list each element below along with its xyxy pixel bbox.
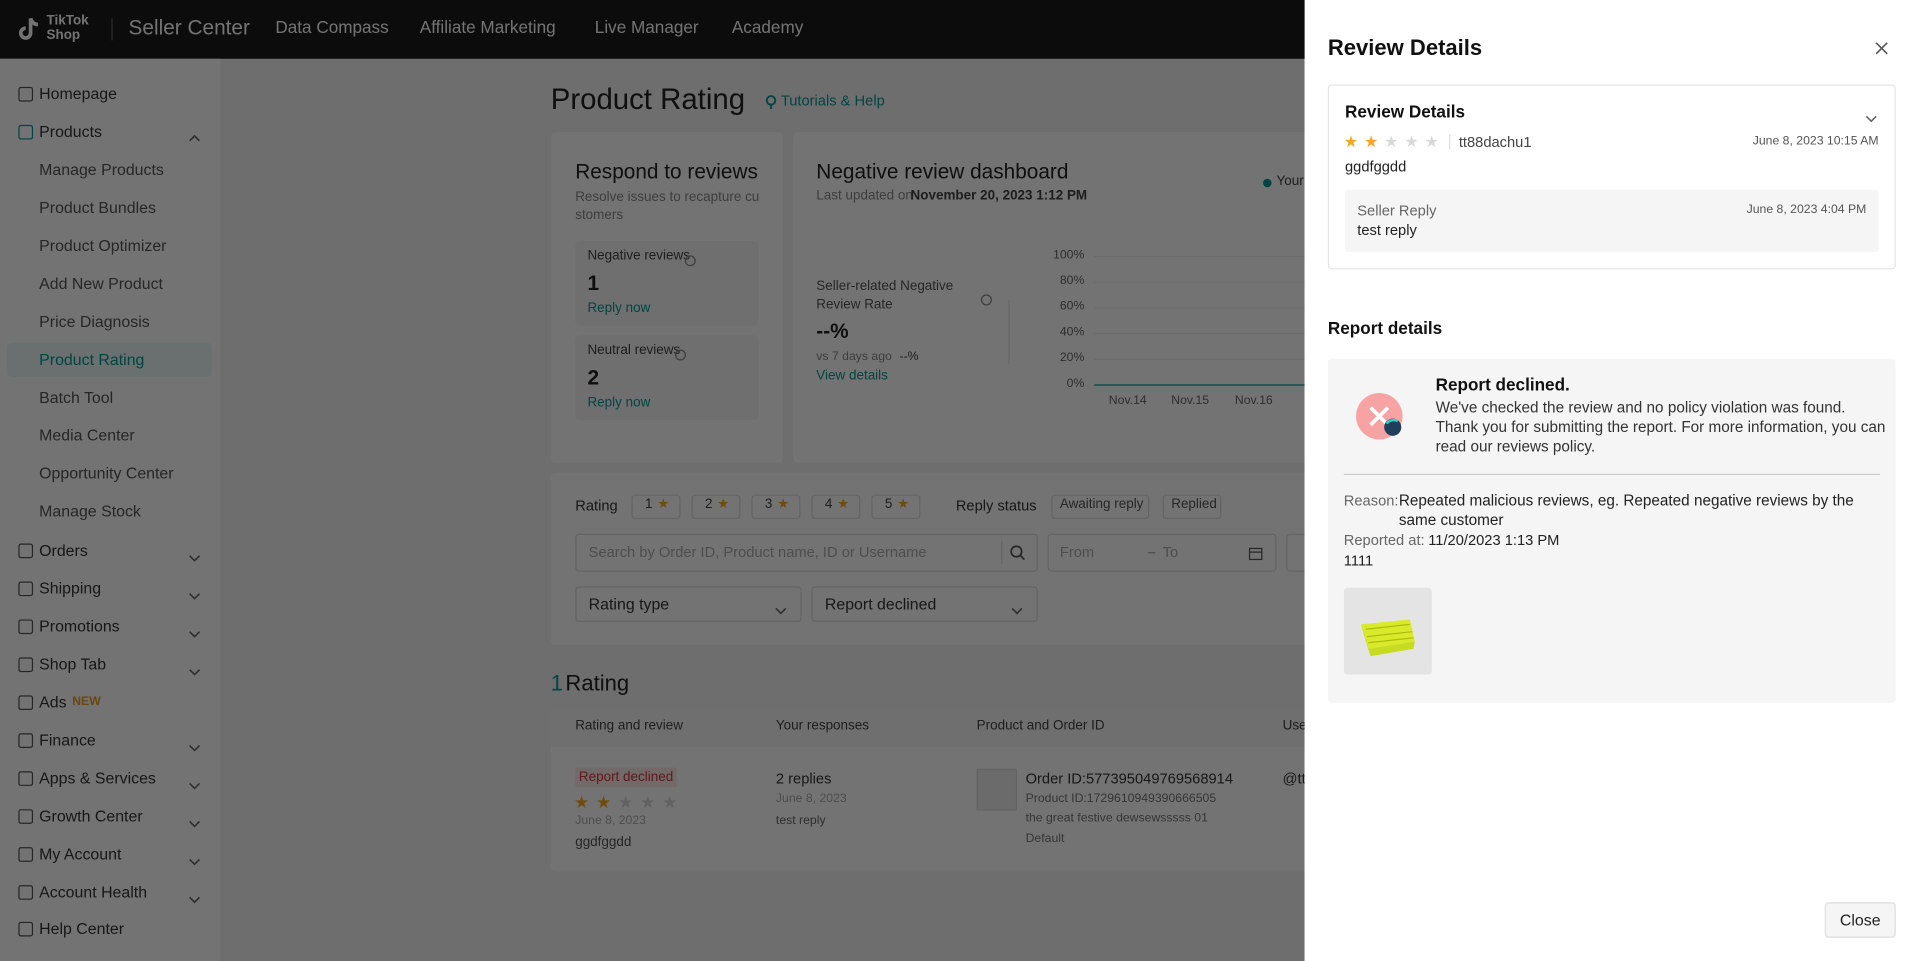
reply-box bbox=[1345, 189, 1879, 253]
reply-text: test reply bbox=[1357, 221, 1417, 239]
close-icon[interactable] bbox=[1875, 39, 1888, 55]
reason-text: Repeated malicious reviews, eg. Repeated… bbox=[1398, 492, 1854, 529]
report-image-svg bbox=[1343, 587, 1432, 675]
star: ★ bbox=[1384, 132, 1399, 151]
divider bbox=[1343, 473, 1880, 475]
reported-at-label: Reported at: bbox=[1343, 530, 1425, 548]
review-text: ggdfggdd bbox=[1345, 157, 1407, 175]
report-message: We've checked the review and no policy v… bbox=[1435, 399, 1886, 456]
report-icon bbox=[1354, 389, 1408, 443]
chevron bbox=[1865, 108, 1877, 123]
reason-label: Reason: bbox=[1343, 491, 1399, 509]
username: tt88dachu1 bbox=[1458, 132, 1532, 151]
drawer-title: Review Details bbox=[1327, 35, 1483, 61]
reply-time: June 8, 2023 4:04 PM bbox=[1746, 203, 1867, 217]
reply-label: Seller Reply bbox=[1357, 201, 1437, 219]
close-button[interactable]: Close bbox=[1824, 902, 1896, 938]
star: ★ bbox=[1404, 132, 1419, 151]
chevron-svg bbox=[1865, 115, 1877, 123]
report-icon-svg bbox=[1356, 392, 1403, 440]
star: ★ bbox=[1424, 132, 1439, 151]
review-time: June 8, 2023 10:15 AM bbox=[1752, 134, 1879, 149]
star: ★ bbox=[1363, 132, 1379, 151]
section-title: Report details bbox=[1327, 318, 1443, 339]
star: ★ bbox=[1343, 132, 1359, 151]
report-note: 1111 bbox=[1343, 551, 1374, 569]
report-status: Report declined. bbox=[1435, 374, 1570, 395]
section-title: Review Details bbox=[1345, 101, 1466, 122]
star-rating: ★★★★★ bbox=[1344, 131, 1445, 153]
modal-overlay bbox=[0, 0, 1305, 961]
review-box bbox=[1327, 84, 1896, 270]
reported-at: 11/20/2023 1:13 PM bbox=[1428, 530, 1560, 548]
report-image bbox=[1343, 587, 1432, 675]
divider bbox=[1449, 134, 1451, 150]
close-icon-svg bbox=[1875, 42, 1888, 55]
